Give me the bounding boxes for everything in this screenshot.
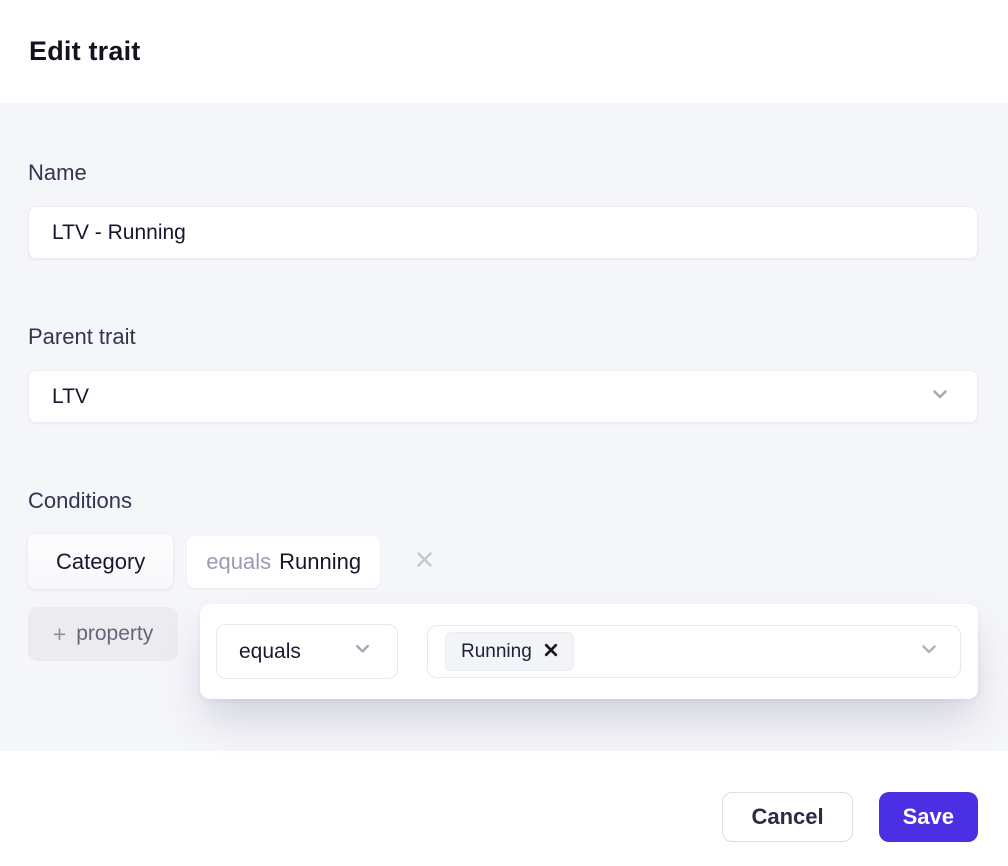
chevron-down-icon xyxy=(352,638,373,665)
condition-property-name: Category xyxy=(56,548,146,574)
conditions-section: Conditions Category equals Running xyxy=(28,488,978,699)
condition-value-text: Running xyxy=(279,548,362,574)
operator-select[interactable]: equals xyxy=(216,624,398,679)
chevron-down-icon xyxy=(929,383,951,411)
remove-tag-button[interactable] xyxy=(544,641,558,663)
condition-editor-popover: equals Running xyxy=(200,604,978,699)
remove-condition-button[interactable] xyxy=(412,547,437,577)
modal-header: Edit trait xyxy=(0,0,1008,103)
modal-body: Name Parent trait LTV Conditions Categor… xyxy=(0,103,1008,751)
condition-row: Category equals Running xyxy=(28,534,978,589)
close-icon xyxy=(412,547,437,577)
add-property-label: property xyxy=(76,622,154,645)
operator-selected-value: equals xyxy=(239,639,301,663)
chevron-down-icon xyxy=(918,638,940,665)
value-tag-label: Running xyxy=(461,640,532,662)
plus-icon: + xyxy=(52,620,67,647)
name-field-group: Name xyxy=(28,160,978,259)
condition-summary-chip[interactable]: equals Running xyxy=(187,535,381,588)
condition-editor-row: + property equals Running xyxy=(28,604,978,699)
value-multiselect[interactable]: Running xyxy=(427,625,961,678)
add-property-button[interactable]: + property xyxy=(28,607,178,661)
parent-trait-selected-value: LTV xyxy=(52,384,89,408)
value-tag: Running xyxy=(445,632,574,671)
save-button[interactable]: Save xyxy=(878,792,978,842)
condition-property-chip[interactable]: Category xyxy=(28,534,174,589)
page-title: Edit trait xyxy=(29,36,141,66)
modal-footer: Cancel Save xyxy=(0,751,1008,866)
condition-operator-text: equals xyxy=(206,548,272,574)
conditions-label: Conditions xyxy=(28,488,132,513)
parent-trait-field-group: Parent trait LTV xyxy=(28,324,978,423)
x-icon xyxy=(544,641,558,663)
cancel-button[interactable]: Cancel xyxy=(722,792,853,842)
name-input[interactable] xyxy=(28,206,978,259)
parent-trait-select[interactable]: LTV xyxy=(28,370,978,423)
parent-trait-label: Parent trait xyxy=(28,324,136,349)
name-label: Name xyxy=(28,160,87,185)
